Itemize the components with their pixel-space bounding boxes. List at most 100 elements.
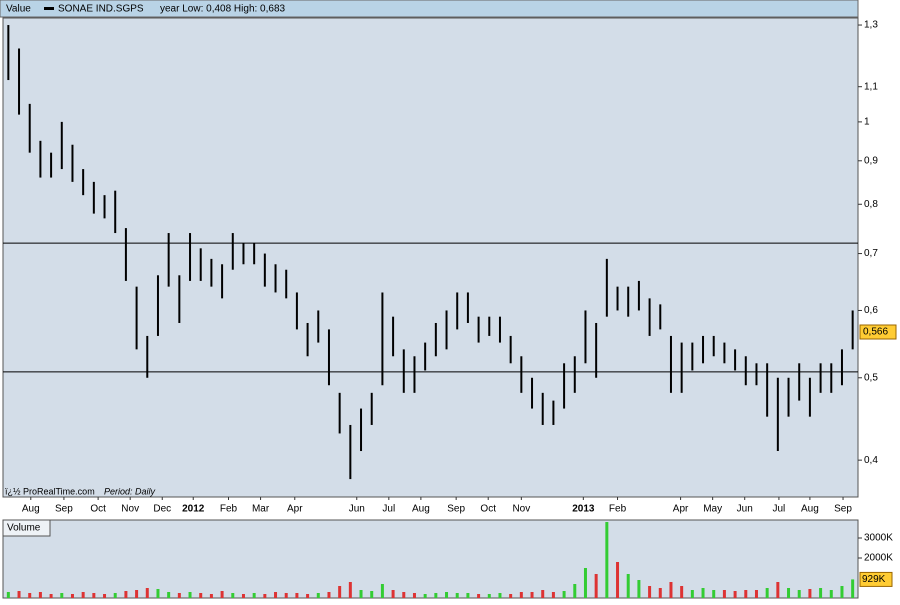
last-price-label: 0,566	[863, 327, 888, 338]
volume-bar	[338, 586, 342, 598]
volume-bar	[316, 593, 320, 598]
x-tick-label: Feb	[220, 504, 238, 515]
volume-bar	[445, 592, 449, 598]
y-tick-label: 1,1	[864, 81, 878, 92]
header-bar	[0, 0, 859, 18]
volume-bar	[519, 592, 523, 598]
x-tick-label: Apr	[287, 504, 303, 515]
volume-bar	[690, 590, 694, 598]
x-tick-label: 2012	[182, 504, 205, 515]
volume-bar	[466, 593, 470, 598]
last-price-box	[859, 324, 897, 340]
volume-bar	[819, 588, 823, 598]
volume-bar	[135, 590, 139, 598]
volume-bar	[754, 590, 758, 598]
volume-bar	[274, 592, 278, 598]
volume-bar	[402, 592, 406, 598]
subtitle: year Low: 0,408 High: 0,683	[160, 4, 286, 15]
volume-bar	[551, 592, 555, 598]
volume-bar	[808, 589, 812, 598]
volume-bar	[509, 594, 513, 598]
volume-bar	[263, 594, 267, 598]
volume-plot	[2, 519, 859, 599]
volume-bar	[81, 592, 85, 598]
volume-bar	[498, 593, 502, 598]
volume-bar	[541, 590, 545, 598]
panel-title: Value	[6, 4, 31, 15]
volume-bar	[92, 593, 96, 598]
y-tick-label: 0,8	[864, 199, 878, 210]
volume-bar	[573, 584, 577, 598]
y-tick-label: 0,4	[864, 455, 878, 466]
x-tick-label: Aug	[412, 504, 430, 515]
volume-bar	[648, 586, 652, 598]
volume-bar	[487, 594, 491, 598]
volume-bar	[327, 592, 331, 598]
volume-bar	[49, 594, 53, 598]
volume-bar	[124, 591, 128, 598]
volume-tick-label: 2000K	[864, 553, 893, 564]
volume-bar	[167, 592, 171, 598]
volume-tick-label: 3000K	[864, 533, 893, 544]
x-tick-label: Mar	[252, 504, 270, 515]
volume-bar	[637, 580, 641, 598]
y-tick-label: 0,5	[864, 372, 878, 383]
volume-bar	[60, 593, 64, 598]
volume-bar	[434, 593, 438, 598]
volume-bar	[733, 591, 737, 598]
x-tick-label: Oct	[480, 504, 496, 515]
x-tick-label: Nov	[121, 504, 139, 515]
volume-bar	[348, 582, 352, 598]
volume-bar	[241, 594, 245, 598]
volume-bar	[295, 593, 299, 598]
volume-bar	[231, 593, 235, 598]
period: Period: Daily	[104, 486, 156, 496]
x-tick-label: Sep	[834, 504, 852, 515]
volume-bar	[188, 592, 192, 598]
volume-bar	[284, 593, 288, 598]
x-tick-label: Oct	[90, 504, 106, 515]
volume-bar	[701, 588, 705, 598]
x-tick-label: Jul	[382, 504, 395, 515]
y-tick-label: 1	[864, 117, 870, 128]
volume-bar	[605, 522, 609, 598]
x-tick-label: Feb	[609, 504, 627, 515]
price-plot	[2, 17, 859, 498]
volume-bar	[359, 590, 363, 598]
x-tick-label: Jun	[737, 504, 753, 515]
x-tick-label: Sep	[55, 504, 73, 515]
volume-bar	[113, 593, 117, 598]
x-tick-label: Jun	[349, 504, 365, 515]
x-tick-label: May	[703, 504, 722, 515]
x-tick-label: 2013	[572, 504, 595, 515]
volume-bar	[669, 582, 673, 598]
volume-bar	[616, 562, 620, 598]
volume-bar	[765, 588, 769, 598]
y-tick-label: 0,9	[864, 155, 878, 166]
volume-bar	[145, 588, 149, 598]
x-tick-label: Aug	[801, 504, 819, 515]
legend-swatch	[44, 7, 54, 10]
last-volume-box	[859, 571, 893, 587]
volume-bar	[776, 582, 780, 598]
volume-bar	[712, 590, 716, 598]
volume-bar	[220, 591, 224, 598]
volume-bar	[380, 584, 384, 598]
volume-bar	[306, 594, 310, 598]
instrument-name: SONAE IND.SGPS	[58, 4, 144, 15]
volume-bar	[829, 590, 833, 598]
volume-bar	[423, 594, 427, 598]
volume-bar	[370, 591, 374, 598]
volume-bar	[28, 593, 32, 598]
volume-bar	[562, 591, 566, 598]
x-tick-label: Dec	[153, 504, 171, 515]
volume-bar	[17, 591, 21, 598]
volume-bar	[412, 593, 416, 598]
x-tick-label: Nov	[512, 504, 530, 515]
credit: ï¿½ ProRealTime.com	[5, 486, 95, 496]
x-tick-label: Jul	[773, 504, 786, 515]
volume-bar	[680, 586, 684, 598]
volume-bar	[38, 592, 42, 598]
volume-bar	[851, 579, 855, 598]
x-tick-label: Apr	[673, 504, 689, 515]
